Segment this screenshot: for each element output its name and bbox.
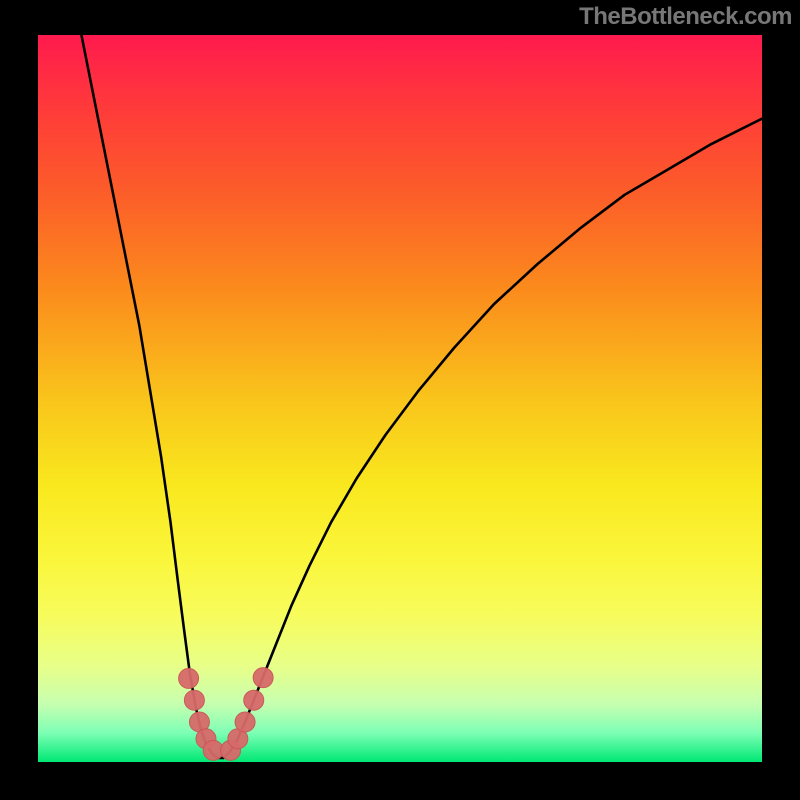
min-marker xyxy=(244,690,264,710)
min-marker xyxy=(253,668,273,688)
watermark-text: TheBottleneck.com xyxy=(579,3,792,31)
min-marker xyxy=(184,690,204,710)
plot-area xyxy=(38,35,762,762)
plot-background xyxy=(38,35,762,762)
min-marker xyxy=(235,712,255,732)
min-marker xyxy=(179,668,199,688)
plot-svg xyxy=(38,35,762,762)
canvas-root: TheBottleneck.com xyxy=(0,0,800,800)
